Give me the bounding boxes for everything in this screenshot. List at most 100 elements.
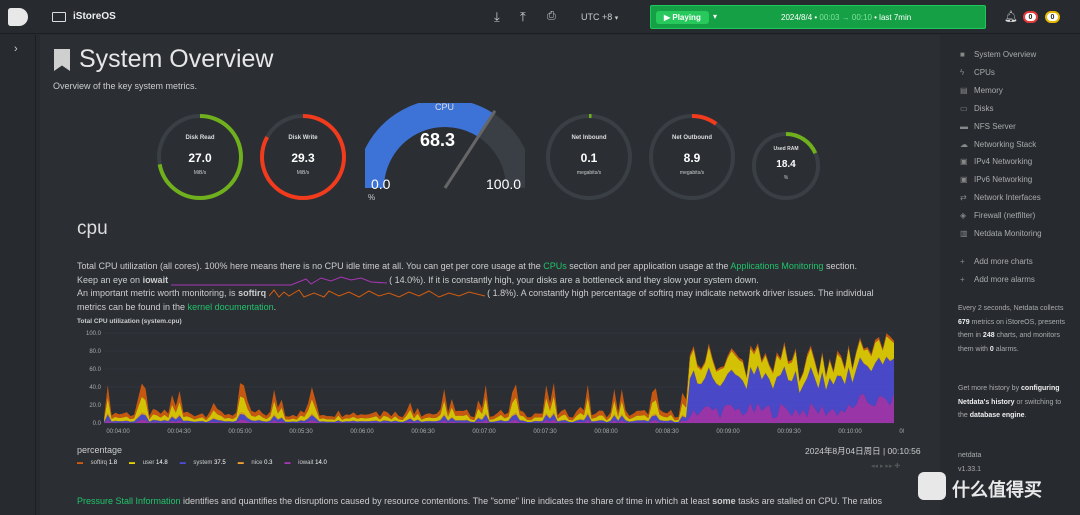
cpu-gauge-title: CPU — [435, 102, 455, 112]
bell-icon[interactable]: 🔔︎ — [1004, 11, 1018, 23]
page-subtitle: Overview of the key system metrics. — [53, 81, 198, 91]
psi-text: tasks are stalled on CPU. The ratios — [735, 496, 882, 506]
sidebar-item-label: IPv4 Networking — [974, 157, 1033, 166]
cpu-gauge[interactable] — [365, 103, 525, 193]
sidebar-version: v1.33.1 — [958, 466, 981, 473]
chevron-right-icon[interactable]: › — [14, 43, 18, 55]
sidebar-item-networking-stack[interactable]: ☁ Networking Stack — [960, 140, 1036, 149]
gauge-used-ram[interactable]: Used RAM 18.4 % — [751, 131, 821, 201]
left-panel: › — [0, 35, 36, 515]
metrics-count: 679 — [958, 318, 970, 326]
x-tick-label: 00:09:30 — [777, 429, 801, 435]
y-tick-label: 40.0 — [89, 385, 101, 391]
watermark-logo-icon — [918, 472, 946, 500]
sidebar-item-memory[interactable]: ▤ Memory — [960, 86, 1003, 95]
x-tick-label: 00:04:00 — [106, 429, 130, 435]
gauge-net-outbound[interactable]: Net Outbound 8.9 megabits/s — [648, 113, 736, 201]
gauge-title: Disk Read — [185, 135, 215, 141]
alarm-badge-critical[interactable]: 0 — [1023, 11, 1038, 23]
legend-item-system[interactable]: ▬ system 37.5 — [179, 460, 226, 466]
bookmark-icon — [54, 49, 70, 71]
download-icon[interactable]: ⤓ — [494, 9, 500, 24]
sidebar-item-firewall[interactable]: ◈ Firewall (netfilter) — [960, 211, 1035, 220]
cpu-area-chart[interactable]: 100.0 80.0 60.0 40.0 20.0 0.0 00:04:00 00:04:30… — [74, 327, 904, 437]
chart-icon: ▥ — [960, 229, 968, 238]
host-name[interactable]: iStoreOS — [73, 11, 116, 22]
sidebar-history-info: Get more history by configuring Netdata'… — [958, 382, 1068, 423]
upload-icon[interactable]: ⤒ — [520, 9, 526, 24]
x-tick-label: 00:08:30 — [655, 429, 679, 435]
x-tick-label: 00:10:30 — [899, 429, 904, 435]
legend-item-softirq[interactable]: ▬ softirq 1.8 — [77, 460, 118, 466]
play-dropdown-icon[interactable]: ▾ — [713, 12, 718, 21]
sidebar-brand: netdata — [958, 452, 982, 459]
sidebar-item-label: CPUs — [974, 68, 995, 77]
disk-icon: ▭ — [960, 104, 968, 113]
chart-title: Total CPU utilization (system.cpu) — [77, 318, 182, 325]
sidebar-item-label: Memory — [974, 86, 1003, 95]
add-charts-link[interactable]: + Add more charts — [960, 257, 1033, 266]
folder-icon: ▬ — [960, 122, 968, 131]
y-tick-label: 80.0 — [89, 349, 101, 355]
history-config-link[interactable]: configuring Netdata's history — [958, 385, 1060, 406]
sidebar-item-ipv4[interactable]: ▣ IPv4 Networking — [960, 157, 1032, 166]
play-button[interactable]: ▶ Playing — [656, 11, 709, 24]
psi-link[interactable]: Pressure Stall Information — [77, 496, 181, 506]
gauge-net-inbound[interactable]: Net Inbound 0.1 megabits/s — [545, 113, 633, 201]
network-icon: ▣ — [960, 175, 968, 184]
desc-text: ( 1.8%). A constantly high percentage of… — [487, 288, 874, 298]
series-system — [104, 357, 894, 423]
x-tick-label: 00:10:00 — [838, 429, 862, 435]
sidebar-item-system-overview[interactable]: ■ System Overview — [960, 50, 1036, 59]
top-bar: iStoreOS ⤓ ⤒ ⎙ UTC +8 ▾ ▶ Playing ▾ 2024… — [0, 0, 1080, 34]
kernel-docs-link[interactable]: kernel documentation — [187, 301, 274, 312]
gauge-disk-read[interactable]: Disk Read 27.0 MiB/s — [156, 113, 244, 201]
chart-ylabel: percentage — [77, 445, 123, 455]
add-charts-label: Add more charts — [974, 257, 1033, 266]
y-tick-label: 0.0 — [93, 421, 102, 427]
applications-link[interactable]: Applications Monitoring — [730, 261, 824, 271]
section-description: Total CPU utilization (all cores). 100% … — [77, 260, 923, 314]
exchange-icon: ⇄ — [960, 193, 967, 202]
right-sidebar: ■ System Overview ϟ CPUs ▤ Memory ▭ Disks ▬ N… — [950, 35, 1080, 515]
legend-item-iowait[interactable]: ▬ iowait 14.0 — [284, 460, 327, 466]
desc-text: Keep an eye on — [77, 274, 143, 285]
x-tick-label: 00:07:30 — [533, 429, 557, 435]
database-engine-link[interactable]: database engine — [969, 412, 1025, 419]
cpus-link[interactable]: CPUs — [543, 261, 567, 271]
playback-bar[interactable]: ▶ Playing ▾ 2024/8/4 • 00:03 → 00:10 • l… — [650, 5, 986, 29]
sidebar-item-disks[interactable]: ▭ Disks — [960, 104, 994, 113]
legend-item-nice[interactable]: ▬ nice 0.3 — [237, 460, 273, 466]
desc-text: ( 14.0%). If it is constantly high, your… — [389, 274, 759, 285]
netdata-logo-icon[interactable] — [8, 8, 28, 26]
sidebar-item-ipv6[interactable]: ▣ IPv6 Networking — [960, 175, 1032, 184]
y-tick-label: 60.0 — [89, 367, 101, 373]
chart-legend[interactable]: ▬ softirq 1.8 ▬ user 14.8 ▬ system 37.5 ▬ n… — [77, 460, 339, 466]
sidebar-item-netdata-monitoring[interactable]: ▥ Netdata Monitoring — [960, 229, 1042, 238]
bolt-icon: ϟ — [960, 68, 965, 77]
desc-text: section and per application usage at the — [566, 261, 731, 271]
gauge-value: 29.3 — [291, 151, 315, 165]
chart-timestamp: 2024年8月04日周日 | 00:10:56 — [805, 446, 921, 456]
sidebar-item-nfs-server[interactable]: ▬ NFS Server — [960, 122, 1016, 131]
y-tick-label: 20.0 — [89, 403, 101, 409]
chart-nav-controls[interactable]: ◂◂ ▸ ▸▸ ✚ — [871, 463, 901, 470]
add-alarms-link[interactable]: + Add more alarms — [960, 275, 1035, 284]
sidebar-item-cpus[interactable]: ϟ CPUs — [960, 68, 995, 77]
x-tick-label: 00:08:00 — [594, 429, 618, 435]
info-text: charts, and monitors them with — [958, 332, 1060, 353]
y-tick-label: 100.0 — [86, 331, 102, 337]
gauge-ring — [752, 132, 820, 200]
legend-item-user[interactable]: ▬ user 14.8 — [129, 460, 168, 466]
info-text: . — [1024, 412, 1027, 419]
cpu-gauge-max: 100.0 — [486, 176, 522, 192]
gauge-value: 18.4 — [776, 159, 796, 170]
alarm-badge-warning[interactable]: 0 — [1045, 11, 1060, 23]
gauge-disk-write[interactable]: Disk Write 29.3 MiB/s — [259, 113, 347, 201]
timezone-selector[interactable]: UTC +8 ▾ — [581, 12, 619, 22]
time-range[interactable]: 2024/8/4 • 00:03 → 00:10 • last 7min — [781, 13, 912, 22]
sidebar-item-network-interfaces[interactable]: ⇄ Network Interfaces — [960, 193, 1041, 202]
alarms-count: 0 — [989, 345, 994, 353]
print-icon[interactable]: ⎙ — [547, 10, 556, 22]
iowait-label: iowait — [142, 274, 169, 285]
